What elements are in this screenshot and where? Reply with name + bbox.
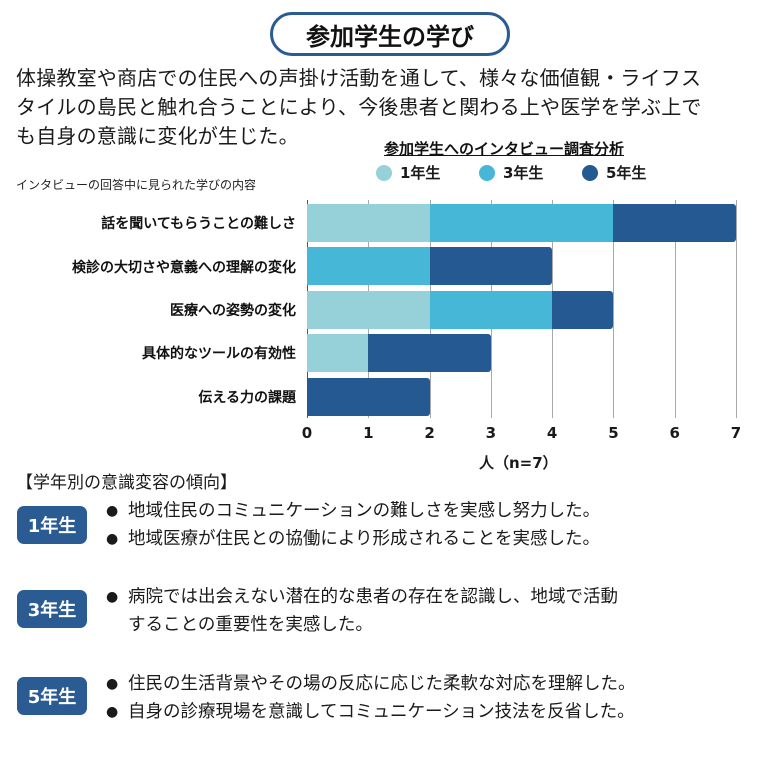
- x-tick-label: 0: [301, 424, 313, 442]
- gridline: [675, 200, 676, 418]
- x-tick-label: 1: [363, 424, 374, 442]
- x-tick-label: 7: [730, 424, 742, 442]
- trend-list-3rd-year: ● 病院では出会えない潜在的な患者の存在を認識し、地域で活動 することの重要性を実…: [106, 583, 618, 639]
- page-title: 参加学生の学び: [270, 12, 510, 56]
- category-label: 具体的なツールの有効性: [142, 346, 296, 362]
- intro-text: 体操教室や商店での住民への声掛け活動を通して、様々な価値観・ライフス タイルの島…: [16, 64, 756, 151]
- grade-badge-3rd-year: 3年生: [17, 590, 87, 628]
- bullet-icon: ●: [106, 676, 119, 692]
- bullet-icon: ●: [106, 704, 119, 720]
- bar-segment: [429, 247, 553, 285]
- grade-badge-5th-year: 5年生: [17, 677, 87, 715]
- gridline: [613, 200, 614, 418]
- bar-segment: [307, 204, 430, 242]
- legend-label: 5年生: [606, 164, 647, 182]
- bar-segment: [307, 291, 430, 329]
- bar-row: [307, 247, 553, 285]
- bar-segment: [307, 334, 369, 372]
- legend-item-1st-year: 1年生: [376, 162, 479, 183]
- bar-segment: [307, 378, 430, 416]
- list-item-continuation: することの重要性を実感した。: [128, 615, 373, 635]
- x-axis-label: 人（n=7）: [479, 454, 558, 472]
- list-item: ● 病院では出会えない潜在的な患者の存在を認識し、地域で活動: [106, 583, 618, 611]
- x-tick-label: 6: [669, 424, 680, 442]
- bullet-icon: ●: [106, 531, 119, 547]
- intro-line: 体操教室や商店での住民への声掛け活動を通して、様々な価値観・ライフス: [16, 66, 702, 90]
- trend-list-1st-year: ● 地域住民のコミュニケーションの難しさを実感し努力した。 ● 地域医療が住民との協…: [106, 497, 600, 553]
- bar-segment: [307, 247, 430, 285]
- chart-title: 参加学生へのインタビュー調査分析: [384, 140, 625, 158]
- bar-chart-plot: [307, 200, 737, 418]
- category-label: 伝える力の課題: [198, 390, 296, 406]
- list-item: ● 地域医療が住民との協働により形成されることを実感した。: [106, 525, 600, 553]
- bullet-icon: ●: [106, 503, 119, 519]
- x-tick-label: 2: [424, 424, 435, 442]
- trend-list-5th-year: ● 住民の生活背景やその場の反応に応じた柔軟な対応を理解した。 ● 自身の診療現場を…: [106, 670, 636, 726]
- list-item: ● 地域住民のコミュニケーションの難しさを実感し努力した。: [106, 497, 600, 525]
- chart-legend: 1年生 3年生 5年生: [376, 162, 685, 183]
- bar-row: [307, 334, 491, 372]
- legend-label: 3年生: [503, 164, 544, 182]
- list-item: ● 自身の診療現場を意識してコミュニケーション技法を反省した。: [106, 698, 636, 726]
- bar-row: [307, 204, 736, 242]
- list-item: ● 住民の生活背景やその場の反応に応じた柔軟な対応を理解した。: [106, 670, 636, 698]
- legend-swatch-icon: [479, 164, 495, 181]
- bar-segment: [613, 204, 736, 242]
- bar-segment: [429, 291, 553, 329]
- legend-swatch-icon: [582, 164, 598, 181]
- bar-segment: [552, 291, 614, 329]
- bar-segment: [368, 334, 491, 372]
- legend-item-5th-year: 5年生: [582, 162, 685, 183]
- intro-line: タイルの島民と触れ合うことにより、今後患者と関わる上や医学を学ぶ上で: [16, 95, 702, 119]
- x-tick-label: 4: [546, 424, 558, 442]
- bullet-icon: ●: [106, 589, 119, 605]
- legend-swatch-icon: [376, 164, 392, 181]
- intro-line: も自身の意識に変化が生じた。: [16, 124, 299, 148]
- bar-segment: [429, 204, 614, 242]
- trends-title: 【学年別の意識変容の傾向】: [16, 473, 237, 493]
- x-tick-label: 3: [485, 424, 497, 442]
- bar-row: [307, 378, 430, 416]
- category-label: 検診の大切さや意義への理解の変化: [72, 260, 296, 276]
- x-tick-label: 5: [608, 424, 619, 442]
- category-label: 医療への姿勢の変化: [170, 303, 296, 319]
- legend-label: 1年生: [400, 164, 441, 182]
- bar-row: [307, 291, 614, 329]
- category-label: 話を聞いてもらうことの難しさ: [101, 216, 296, 232]
- gridline: [736, 200, 737, 418]
- chart-subtitle: インタビューの回答中に見られた学びの内容: [16, 178, 257, 192]
- grade-badge-1st-year: 1年生: [17, 506, 87, 544]
- legend-item-3rd-year: 3年生: [479, 162, 582, 183]
